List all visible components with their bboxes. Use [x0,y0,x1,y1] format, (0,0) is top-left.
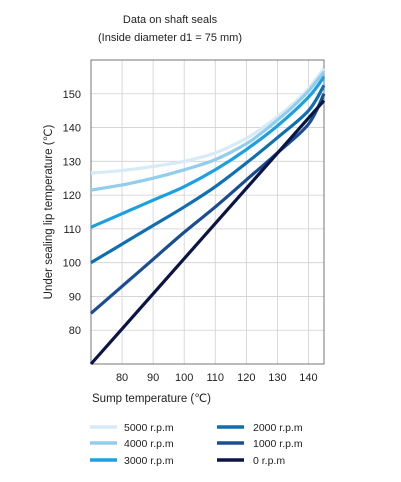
legend-label-5000-r-p-m: 5000 r.p.m [124,422,174,434]
series-line-5000-r-p-m [90,67,326,175]
legend-label-4000-r-p-m: 4000 r.p.m [124,438,174,450]
x-tick-label: 100 [175,372,193,384]
legend-label-2000-r-p-m: 2000 r.p.m [253,422,303,434]
y-tick-label: 100 [63,258,81,270]
x-tick-label: 130 [268,372,286,384]
series-line-3000-r-p-m [90,75,326,229]
chart-title-line-1: Data on shaft seals [123,14,218,26]
x-tick-label: 80 [116,372,128,384]
legend-label-3000-r-p-m: 3000 r.p.m [124,455,174,467]
chart-title-line-2: (Inside diameter d1 = 75 mm) [98,32,242,44]
y-tick-label: 130 [63,156,81,168]
series-line-0-r-p-m [89,99,326,366]
series-line-1000-r-p-m [89,93,326,315]
x-tick-label: 120 [237,372,255,384]
series-line-2000-r-p-m [90,84,326,265]
y-axis-label: Under sealing lip temperature (℃) [43,125,55,300]
legend-label-1000-r-p-m: 1000 r.p.m [253,438,303,450]
y-tick-label: 80 [69,325,81,337]
y-tick-label: 140 [63,123,81,135]
series-line-4000-r-p-m [90,70,326,192]
x-axis-label: Sump temperature (℃) [92,393,211,405]
legend-label-0-r-p-m: 0 r.p.m [253,455,285,467]
plot-frame [90,59,325,365]
x-tick-label: 90 [147,372,159,384]
y-tick-label: 90 [69,291,81,303]
legend: 5000 r.p.m 4000 r.p.m 3000 r.p.m 2000 r.p.m… [90,422,303,467]
x-tick-label: 110 [206,372,224,384]
y-tick-label: 150 [63,89,81,101]
series-layer [89,67,326,366]
y-tick-label: 110 [63,224,81,236]
x-tick-labels: 80 90 100 110 120 130 140 [116,372,318,384]
y-tick-label: 120 [63,190,81,202]
y-tick-labels: 80 90 100 110 120 130 140 150 [63,89,81,337]
x-tick-label: 140 [299,372,317,384]
